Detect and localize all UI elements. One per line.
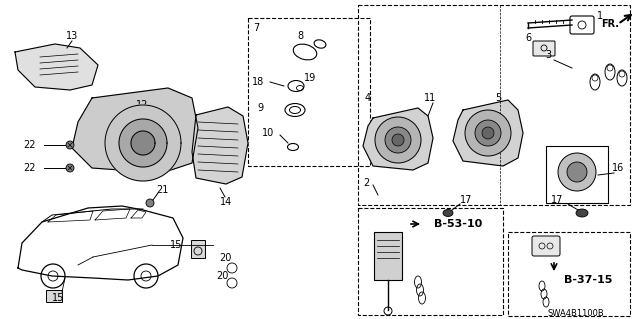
Bar [46,290,62,302]
Polygon shape [453,100,523,166]
Text: 21: 21 [156,185,168,195]
Text: 9: 9 [257,103,263,113]
Text: 22: 22 [24,163,36,173]
Bar [546,146,608,203]
Text: 4: 4 [365,93,371,103]
Bar [248,18,370,166]
Circle shape [475,120,501,146]
Circle shape [66,141,74,149]
Polygon shape [363,108,433,170]
FancyBboxPatch shape [533,41,555,56]
Polygon shape [131,131,155,155]
Text: 20: 20 [216,271,228,281]
Circle shape [146,199,154,207]
Text: 15: 15 [52,293,64,303]
Text: 18: 18 [252,77,264,87]
Text: 3: 3 [545,50,551,60]
Circle shape [375,117,421,163]
Text: FR.: FR. [601,19,619,29]
Text: 6: 6 [525,33,531,43]
Text: 20: 20 [219,253,231,263]
Polygon shape [15,44,98,90]
Text: 19: 19 [304,73,316,83]
Text: 13: 13 [66,31,78,41]
Polygon shape [105,105,181,181]
Polygon shape [119,119,167,167]
Text: 17: 17 [460,195,472,205]
Bar [508,232,630,316]
Text: B-53-10: B-53-10 [434,219,482,229]
Circle shape [392,134,404,146]
Text: 22: 22 [24,140,36,150]
Ellipse shape [576,209,588,217]
Circle shape [482,127,494,139]
Polygon shape [192,107,248,184]
Text: 17: 17 [551,195,563,205]
Text: 15: 15 [170,240,182,250]
Text: B-37-15: B-37-15 [564,275,612,285]
Bar [191,240,205,258]
Bar [358,208,503,315]
Text: 2: 2 [363,178,369,188]
Text: 12: 12 [136,100,148,110]
FancyBboxPatch shape [532,236,560,256]
Ellipse shape [443,210,453,217]
Circle shape [465,110,511,156]
Circle shape [385,127,411,153]
Bar [358,5,630,205]
Text: 11: 11 [424,93,436,103]
Circle shape [66,164,74,172]
Bar [374,232,402,280]
Text: 5: 5 [495,93,501,103]
Text: SWA4B1100B: SWA4B1100B [548,308,604,317]
Text: 1: 1 [597,11,603,21]
Polygon shape [72,88,198,173]
Circle shape [558,153,596,191]
Circle shape [567,162,587,182]
Text: 14: 14 [220,197,232,207]
Text: 8: 8 [297,31,303,41]
Text: 16: 16 [612,163,624,173]
Text: 10: 10 [262,128,274,138]
Text: 7: 7 [253,23,259,33]
